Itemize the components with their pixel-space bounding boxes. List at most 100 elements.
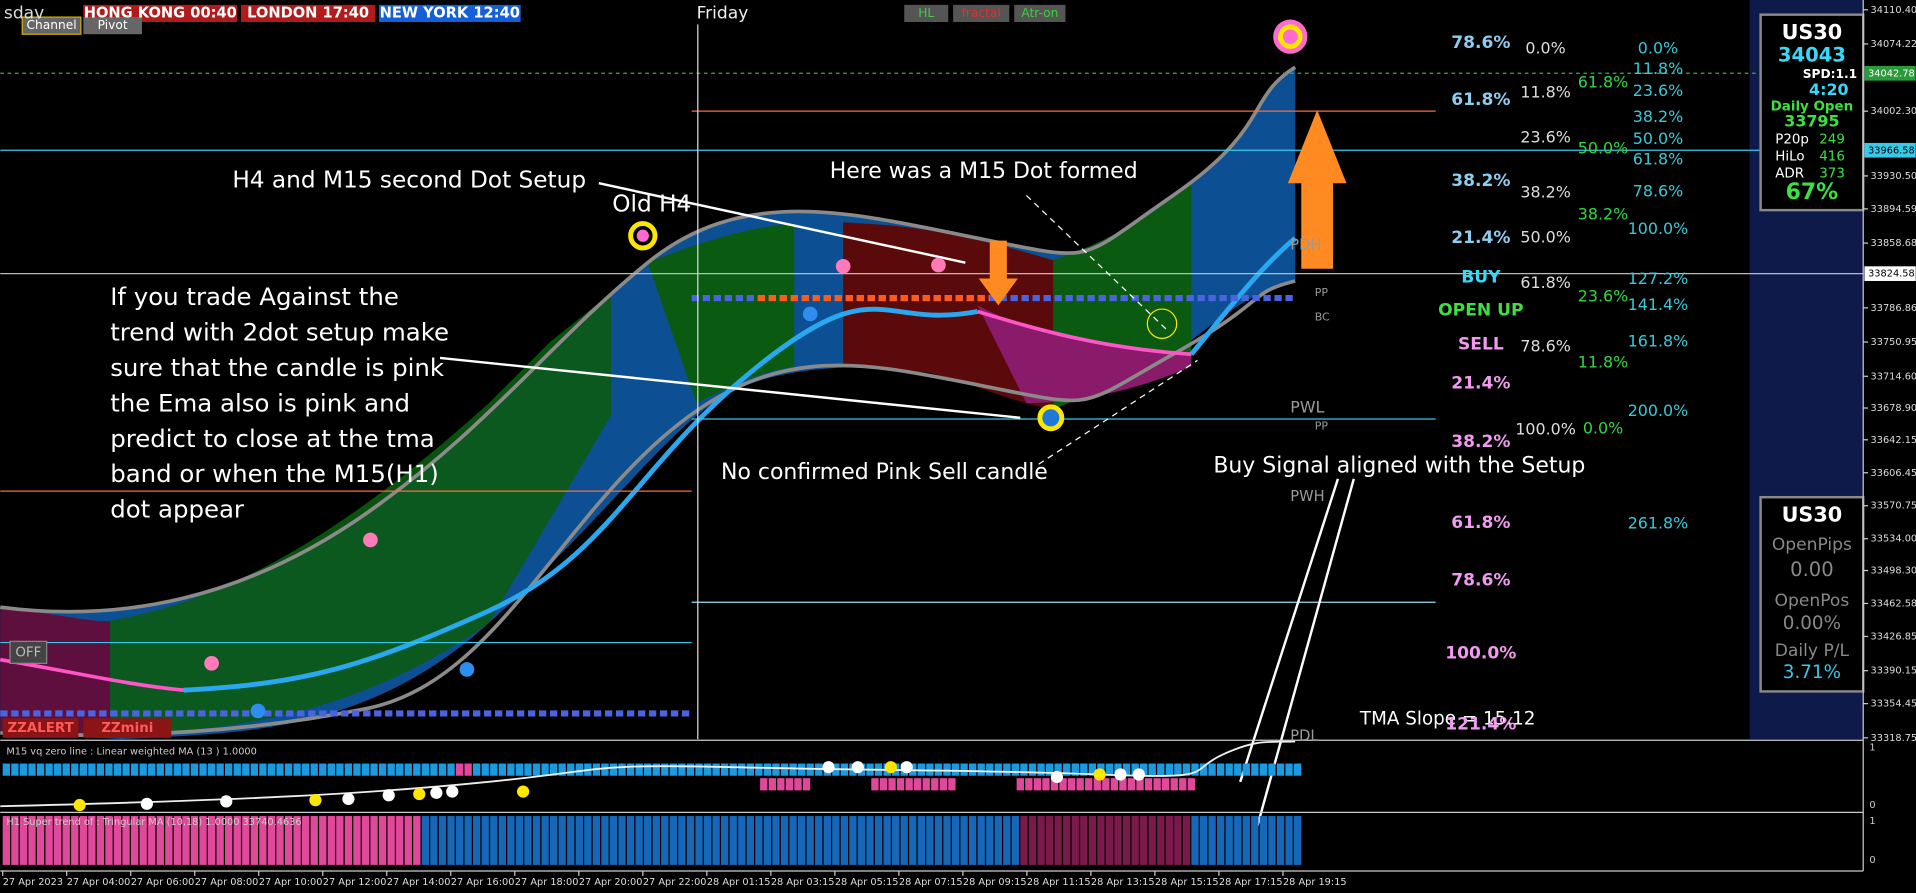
fib-label: 11.8% [1578, 352, 1628, 371]
annotation: trend with 2dot setup make [110, 318, 449, 347]
annotation: Here was a M15 Dot formed [830, 159, 1138, 184]
histogram-cell [421, 816, 430, 865]
toggle-label: HL [918, 6, 934, 20]
toggle-button[interactable] [953, 4, 1010, 22]
toggle-label: fractal [962, 6, 1001, 20]
histogram-cell [336, 816, 344, 865]
price-label: 33714.60 [1871, 371, 1916, 382]
sub-windows [0, 740, 1302, 865]
histogram-cell [361, 763, 370, 776]
histogram-cell [165, 763, 173, 776]
toggle-button[interactable] [904, 4, 949, 22]
histogram-cell [173, 816, 182, 865]
histogram-cell [344, 816, 353, 865]
histogram-cell [618, 816, 626, 865]
price-label: 33462.58 [1871, 598, 1916, 609]
time-label: 28 Apr 19:15 [1283, 877, 1347, 888]
histogram-cell [968, 763, 977, 776]
histogram-cell [1174, 763, 1182, 776]
session-box [378, 4, 521, 22]
histogram-cell [267, 816, 276, 865]
histogram-cell [344, 763, 353, 776]
histogram-cell [378, 816, 387, 865]
histogram-cell [626, 763, 635, 776]
fib-label: 0.0% [1638, 38, 1678, 57]
histogram-cell [293, 816, 301, 865]
dot-marker [204, 656, 219, 671]
histogram-cell [986, 763, 994, 776]
price-label: 33390.15 [1871, 666, 1916, 677]
fib-label: 141.4% [1628, 295, 1689, 314]
histogram-cell [1216, 763, 1225, 776]
fib-label: 38.2% [1451, 432, 1510, 452]
fib-label: 50.0% [1578, 139, 1628, 158]
time-label: 27 Apr 22:00 [643, 877, 707, 888]
histogram-cell [19, 816, 28, 865]
histogram-cell [760, 778, 768, 791]
histogram-cell [216, 816, 224, 865]
histogram-cell [763, 816, 772, 865]
price-label: 33642.15 [1871, 435, 1916, 446]
histogram-cell [994, 816, 1002, 865]
histogram-cell [1285, 816, 1293, 865]
toggle-button[interactable] [1014, 4, 1066, 22]
level-label: PP [1315, 286, 1329, 299]
histogram-cell [652, 816, 660, 865]
price-label: 33498.30 [1871, 565, 1916, 576]
histogram-cell [905, 778, 913, 791]
histogram-cell [88, 816, 96, 865]
histogram-cell [182, 816, 190, 865]
sub-axis-label: 0 [1869, 800, 1875, 811]
histogram-cell [1191, 763, 1199, 776]
annotation: dot appear [110, 495, 245, 524]
time-label: 27 Apr 2023 [3, 877, 63, 888]
histogram-cell [871, 778, 879, 791]
histogram-cell [1268, 816, 1276, 865]
time-label: 28 Apr 13:15 [1091, 877, 1155, 888]
fib-label: 78.6% [1451, 570, 1510, 590]
level-label: PDL [1290, 728, 1319, 745]
histogram-cell [387, 816, 395, 865]
fib-label: 100.0% [1628, 219, 1689, 238]
fib-label: SELL [1458, 334, 1504, 354]
histogram-cell [1182, 763, 1191, 776]
zzalert-button[interactable] [2, 718, 79, 738]
panel-text: 0.00% [1783, 613, 1841, 634]
time-label: 28 Apr 05:15 [835, 877, 899, 888]
histogram-cell [327, 763, 335, 776]
histogram-cell [532, 763, 541, 776]
histogram-cell [635, 763, 643, 776]
histogram-cell [498, 816, 507, 865]
histogram-cell [1025, 778, 1033, 791]
histogram-cell [1080, 816, 1088, 865]
pivot-button[interactable] [83, 17, 142, 35]
histogram-cell [54, 816, 62, 865]
histogram-cell [549, 816, 558, 865]
dot-marker [363, 532, 378, 548]
channel-button[interactable] [21, 16, 82, 35]
price-label: 33426.85 [1871, 631, 1916, 642]
fib-label: 261.8% [1628, 514, 1689, 533]
off-button[interactable] [9, 640, 48, 664]
histogram-cell [259, 816, 267, 865]
fib-label: 121.4% [1445, 714, 1516, 734]
fib-label: 23.6% [1578, 286, 1628, 305]
histogram-cell [746, 816, 754, 865]
histogram-cell [1088, 816, 1097, 865]
histogram-cell [1276, 763, 1285, 776]
histogram-cell [130, 763, 139, 776]
panel-value: 373 [1819, 166, 1845, 181]
signal-line [0, 740, 1296, 808]
panel-text: 3.71% [1783, 662, 1841, 683]
histogram-cell [755, 816, 763, 865]
histogram-cell [216, 763, 224, 776]
histogram-cell [1045, 816, 1054, 865]
histogram-cell [430, 816, 438, 865]
price-label: 33354.45 [1871, 699, 1916, 710]
fib-label: 11.8% [1633, 59, 1683, 78]
session-label: HONG KONG 00:40 [84, 4, 237, 21]
annotation-line [598, 182, 966, 264]
zzmini-button[interactable] [83, 718, 172, 738]
histogram-cell [703, 816, 712, 865]
